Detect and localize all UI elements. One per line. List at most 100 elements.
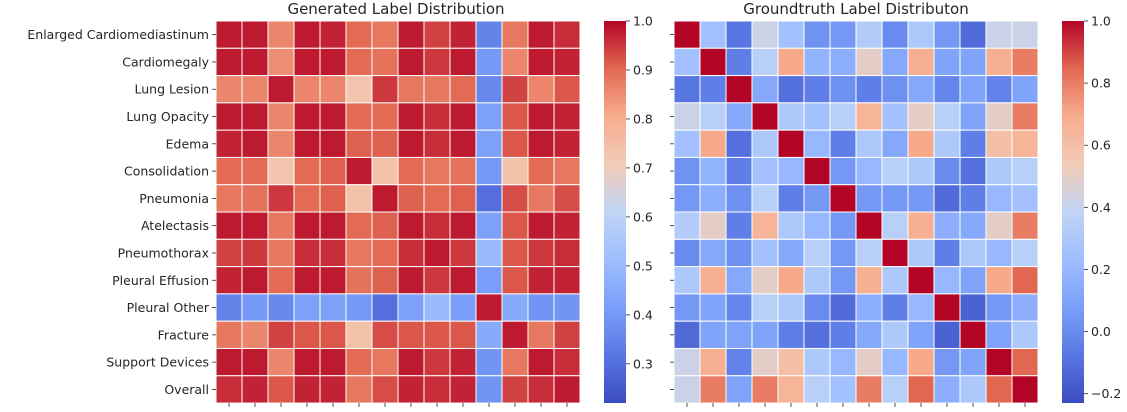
heatmap-cell — [267, 156, 295, 186]
heatmap-cell — [553, 375, 581, 404]
heatmap-cell — [959, 75, 987, 104]
heatmap-cell — [501, 156, 529, 186]
heatmap-cell — [933, 293, 961, 322]
heatmap-cell — [345, 293, 373, 322]
heatmap-cell — [241, 238, 269, 268]
heatmap-cell — [215, 156, 243, 186]
heatmap-cell — [345, 20, 373, 49]
heatmap-cell — [881, 20, 909, 49]
heatmap-cell — [423, 320, 451, 349]
heatmap-cell — [553, 184, 581, 213]
heatmap-cell — [215, 320, 243, 349]
heatmap-cell — [397, 375, 425, 404]
heatmap-cell — [423, 156, 451, 186]
heatmap-cell — [907, 75, 935, 104]
heatmap-cell — [475, 156, 503, 186]
heatmap-cell — [501, 375, 529, 404]
heatmap-cell — [293, 156, 321, 186]
colorbar-tick-label: 0.7 — [633, 160, 653, 175]
heatmap-cell — [319, 20, 347, 49]
heatmap-cell — [371, 266, 399, 295]
heatmap-cell — [319, 184, 347, 213]
heatmap-cell — [855, 156, 883, 186]
heatmap-cell — [803, 47, 831, 77]
heatmap-cell — [959, 20, 987, 49]
generated-colorbar-ticks: 0.3 0.4 0.5 0.6 0.7 0.8 0.9 1.0 — [626, 14, 653, 371]
heatmap-cell — [475, 266, 503, 295]
heatmap-cell — [397, 347, 425, 377]
heatmap-cell — [1011, 20, 1039, 49]
heatmap-cell — [777, 102, 805, 131]
heatmap-cell — [673, 184, 701, 213]
heatmap-cell — [725, 20, 753, 49]
heatmap-cell — [241, 184, 269, 213]
heatmap-cell — [985, 20, 1013, 49]
heatmap-cell — [241, 47, 269, 77]
heatmap-cell — [751, 20, 779, 49]
heatmap-cell — [985, 211, 1013, 240]
heatmap-cell — [933, 375, 961, 404]
colorbar-tick-label: 0.6 — [633, 209, 653, 224]
heatmap-cell — [241, 20, 269, 49]
heatmap-cell — [829, 211, 857, 240]
heatmap-cell — [501, 129, 529, 158]
colorbar-tick-label: −0.2 — [1091, 386, 1121, 401]
heatmap-cell — [293, 102, 321, 131]
heatmap-cell — [829, 375, 857, 404]
heatmap-cell — [293, 320, 321, 349]
heatmap-cell — [803, 238, 831, 268]
heatmap-cell — [501, 102, 529, 131]
heatmap-cell — [907, 184, 935, 213]
heatmap-cell — [501, 20, 529, 49]
heatmap-cell — [267, 75, 295, 104]
heatmap-cell — [371, 102, 399, 131]
heatmap-cell — [933, 75, 961, 104]
colorbar-tick-label: 1.0 — [1091, 14, 1111, 29]
heatmap-cell — [751, 102, 779, 131]
heatmap-cell — [397, 293, 425, 322]
heatmap-cell — [449, 184, 477, 213]
heatmap-cell — [751, 266, 779, 295]
heatmap-cell — [985, 293, 1013, 322]
heatmap-cell — [553, 320, 581, 349]
heatmap-cell — [449, 129, 477, 158]
colorbar-tick-label: 0.4 — [633, 307, 653, 322]
heatmap-cell — [803, 184, 831, 213]
heatmap-cell — [215, 238, 243, 268]
heatmap-cell — [501, 211, 529, 240]
heatmap-cell — [319, 347, 347, 377]
heatmap-cell — [855, 129, 883, 158]
heatmap-cell — [959, 156, 987, 186]
heatmap-cell — [699, 347, 727, 377]
heatmap-cell — [345, 102, 373, 131]
heatmap-cell — [725, 375, 753, 404]
heatmap-cell — [673, 20, 701, 49]
heatmap-cell — [345, 129, 373, 158]
heatmap-cell — [293, 266, 321, 295]
heatmap-cell — [423, 347, 451, 377]
heatmap-cell — [829, 47, 857, 77]
generated-heatmap-cells — [215, 20, 581, 404]
row-label: Fracture — [158, 327, 210, 342]
colorbar-tick-label: 0.6 — [1091, 138, 1111, 153]
heatmap-cell — [855, 75, 883, 104]
heatmap-cell — [881, 375, 909, 404]
heatmap-cell — [345, 156, 373, 186]
heatmap-cell — [423, 20, 451, 49]
heatmap-cell — [553, 266, 581, 295]
heatmap-cell — [1011, 293, 1039, 322]
heatmap-cell — [699, 320, 727, 349]
heatmap-cell — [777, 293, 805, 322]
heatmap-cell — [933, 47, 961, 77]
row-label: Pleural Effusion — [112, 273, 209, 288]
row-label: Enlarged Cardiomediastinum — [27, 27, 209, 42]
heatmap-cell — [907, 293, 935, 322]
heatmap-cell — [673, 320, 701, 349]
heatmap-cell — [881, 266, 909, 295]
colorbar-tick-label: 0.4 — [1091, 200, 1111, 215]
heatmap-cell — [907, 20, 935, 49]
colorbar-tick-label: 0.5 — [633, 258, 653, 273]
row-label: Overall — [164, 382, 209, 397]
heatmap-cell — [449, 47, 477, 77]
heatmap-cell — [215, 102, 243, 131]
